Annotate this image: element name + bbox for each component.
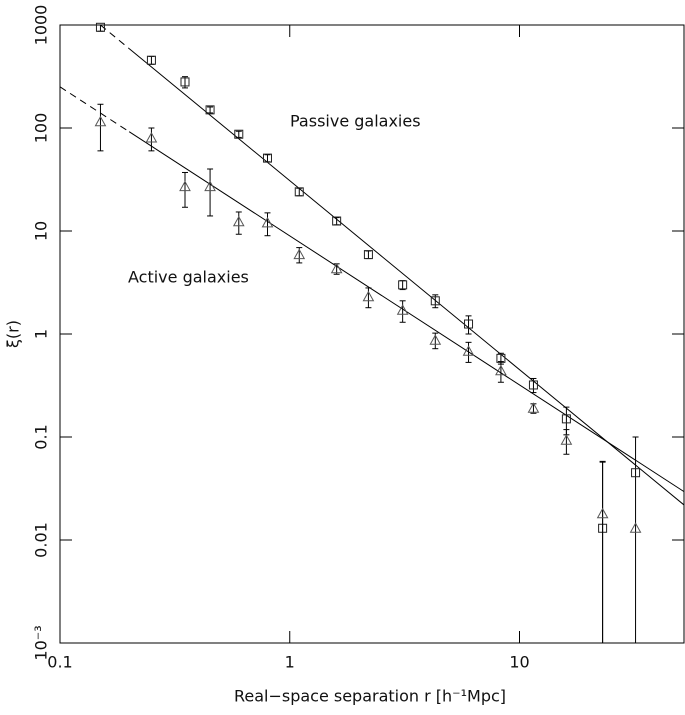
y-tick-label: 1000 [32, 5, 51, 46]
square-marker [631, 468, 641, 478]
triangle-marker [429, 334, 442, 345]
y-tick-label: 10⁻³ [32, 625, 51, 660]
triangle-marker [179, 180, 191, 192]
x-axis-label: Real−space separation r [h⁻¹Mpc] [234, 687, 506, 706]
y-tick-label: 1 [32, 329, 51, 339]
square-marker [95, 22, 105, 32]
triangle-marker [596, 507, 609, 519]
triangle-marker [261, 216, 274, 228]
y-axis-label: ξ(r) [4, 320, 23, 348]
fit-line [100, 24, 130, 49]
triangle-marker [527, 402, 540, 413]
y-tick-label: 0.1 [32, 424, 51, 449]
triangle-marker [396, 304, 409, 315]
square-marker [294, 187, 304, 197]
triangle-marker [94, 115, 107, 127]
square-marker [398, 280, 408, 290]
series-label: Active galaxies [128, 268, 249, 287]
square-marker [464, 319, 474, 329]
square-marker [205, 105, 215, 115]
square-marker [528, 380, 538, 390]
fit-line [128, 48, 685, 506]
square-marker [146, 55, 156, 65]
triangle-marker [330, 262, 343, 274]
y-tick-label: 10 [32, 221, 51, 241]
square-marker [234, 129, 244, 139]
triangle-marker [560, 434, 573, 445]
square-marker [180, 77, 190, 87]
triangle-marker [145, 131, 158, 143]
triangle-marker [495, 364, 507, 376]
triangle-marker [204, 180, 216, 192]
triangle-marker [293, 248, 306, 260]
y-tick-label: 100 [32, 113, 51, 144]
square-marker [332, 216, 342, 226]
series-label: Passive galaxies [290, 112, 421, 131]
square-marker [262, 153, 272, 163]
square-marker [430, 296, 440, 306]
fit-line [59, 86, 130, 133]
triangle-marker [629, 522, 642, 533]
y-tick-label: 0.01 [32, 522, 51, 558]
square-marker [561, 414, 571, 424]
x-tick-label: 0.1 [47, 653, 72, 672]
square-marker [363, 250, 373, 260]
x-tick-label: 1 [285, 653, 295, 672]
triangle-marker [362, 290, 375, 302]
x-tick-label: 10 [509, 653, 529, 672]
triangle-marker [232, 215, 245, 227]
triangle-marker [462, 345, 475, 356]
